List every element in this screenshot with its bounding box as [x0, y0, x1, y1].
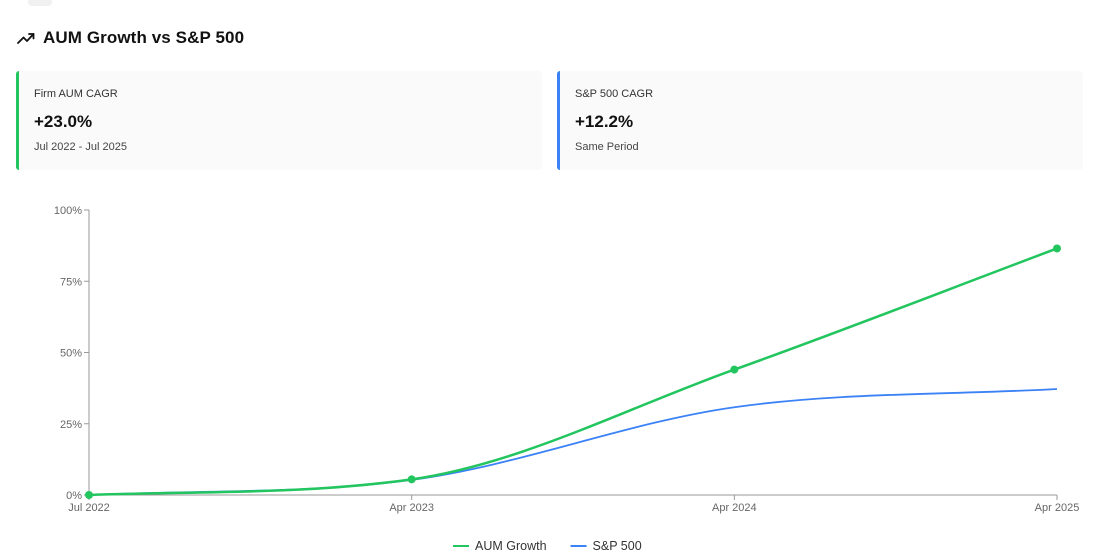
card-period: Same Period — [575, 141, 639, 153]
card-label: S&P 500 CAGR — [575, 88, 654, 100]
aum-growth-line-chart: 0% 25% 50% 75% 100% Jul 2022 Apr 2023 Apr 2024 A… — [54, 205, 1080, 553]
y-tick-label: 25% — [60, 419, 82, 431]
x-tick-label: Apr 2025 — [1035, 502, 1080, 514]
top-tab-stub — [28, 0, 52, 6]
card-label: Firm AUM CAGR — [34, 88, 118, 100]
card-value: +12.2% — [575, 112, 634, 131]
card-accent-bar — [16, 71, 19, 170]
y-tick-label: 0% — [66, 490, 82, 502]
data-point-aum-growth — [407, 475, 416, 484]
trending-up-icon — [17, 33, 35, 44]
y-tick-label: 75% — [60, 276, 82, 288]
y-tick-label: 50% — [60, 348, 82, 360]
x-tick-label: Apr 2023 — [389, 502, 434, 514]
card-accent-bar — [557, 71, 560, 170]
page-title: AUM Growth vs S&P 500 — [43, 28, 245, 47]
legend-label-aum-growth: AUM Growth — [475, 539, 547, 553]
card-value: +23.0% — [34, 112, 93, 131]
data-point-aum-growth — [1053, 244, 1061, 253]
x-tick-label: Jul 2022 — [68, 502, 110, 514]
sp500-cagr-card: S&P 500 CAGR +12.2% Same Period — [557, 71, 1083, 170]
legend-label-s-p-500: S&P 500 — [593, 539, 642, 553]
series-line-s-p-500 — [88, 388, 1058, 496]
firm-aum-cagr-card: Firm AUM CAGR +23.0% Jul 2022 - Jul 2025 — [16, 71, 542, 170]
data-point-aum-growth — [85, 491, 93, 499]
series-line-aum-growth — [88, 247, 1058, 497]
chart-header: AUM Growth vs S&P 500 — [17, 26, 244, 50]
card-period: Jul 2022 - Jul 2025 — [34, 141, 127, 153]
x-tick-label: Apr 2024 — [712, 502, 757, 514]
data-point-aum-growth — [730, 365, 739, 374]
y-tick-label: 100% — [54, 205, 82, 217]
